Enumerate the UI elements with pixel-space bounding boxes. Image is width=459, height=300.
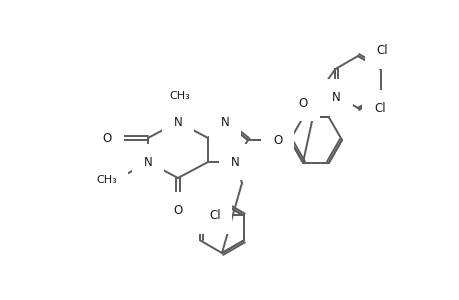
Text: CH₃: CH₃ [169,91,190,101]
Text: O: O [102,131,112,145]
Text: Cl: Cl [376,44,387,57]
Text: Cl: Cl [373,101,385,115]
Text: CH₃: CH₃ [96,175,117,185]
Text: O: O [272,134,282,146]
Text: N: N [143,155,152,169]
Text: N: N [173,116,182,128]
Text: O: O [173,204,182,217]
Text: N: N [220,116,229,128]
Text: N: N [230,155,239,169]
Text: O: O [298,97,308,110]
Text: Cl: Cl [208,209,220,222]
Text: N: N [331,91,340,104]
